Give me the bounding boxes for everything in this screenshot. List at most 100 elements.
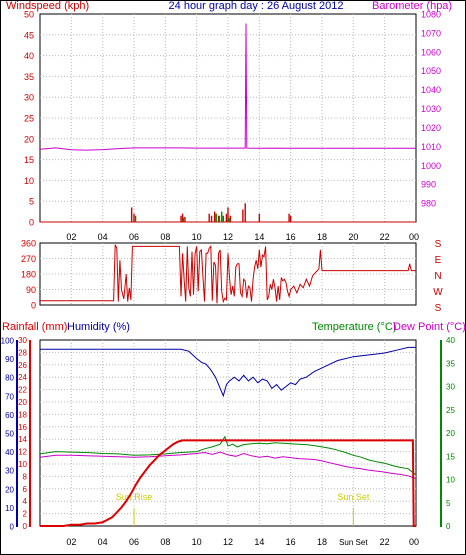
- direction-grid: [40, 243, 416, 305]
- dewpoint-line: [39, 451, 417, 480]
- temperature-line: [39, 435, 417, 476]
- windspeed-axis-label: Windspeed (kph): [6, 0, 89, 12]
- humidity-tick-label: 10: [5, 504, 14, 513]
- rainfall-tick-label: 0: [23, 522, 28, 531]
- rainfall-tick-label: 18: [18, 410, 27, 419]
- x-tick-label: Sun Set: [339, 538, 368, 547]
- y-tick-label: 40: [24, 51, 34, 61]
- rainfall-tick-label: 4: [23, 497, 28, 506]
- direction-degree-tick-labels: 0 90 180 270 360: [21, 239, 36, 311]
- rainfall-tick-label: 14: [18, 435, 27, 444]
- y-tick-label: 15: [24, 155, 34, 165]
- temperature-tick-label: 0: [446, 522, 451, 531]
- compass-label: N: [434, 271, 441, 282]
- y-tick-label: 270: [21, 254, 36, 264]
- x-tick-label: 06: [129, 232, 139, 242]
- humidity-line: [40, 346, 416, 398]
- humidity-tick-label: 90: [5, 355, 14, 364]
- x-tick-label: 12: [223, 537, 233, 547]
- rainfall-axis-label: Rainfall (mm): [2, 321, 67, 333]
- humidity-tick-label: 60: [5, 411, 14, 420]
- y2-tick-label: 980: [421, 199, 436, 209]
- humidity-tick-labels: 0 10 20 30 40 50 60 70 80 90 100: [1, 337, 15, 532]
- temperature-tick-label: 30: [446, 383, 455, 392]
- humidity-tick-label: 80: [5, 374, 14, 383]
- barometer-axis-label: Barometer (hpa): [372, 0, 452, 12]
- rainfall-line: [40, 439, 416, 527]
- rain-temp-x-tick-labels: 02 04 06 08 10 12 14 16 18 Sun Set 22 00: [66, 537, 419, 547]
- y-tick-label: 50: [24, 10, 34, 20]
- compass-label: S: [435, 239, 442, 250]
- y2-tick-label: 1060: [421, 47, 441, 57]
- y-tick-label: 45: [24, 30, 34, 40]
- sun-marker-label: Sun Rise: [116, 492, 153, 502]
- y-tick-label: 25: [24, 114, 34, 124]
- sun-annotations: Sun Rise Sun Set: [116, 492, 370, 526]
- temperature-tick-label: 25: [446, 406, 455, 415]
- temperature-tick-label: 35: [446, 359, 455, 368]
- rainfall-tick-label: 16: [18, 423, 27, 432]
- wind-baro-plot-area: [39, 13, 417, 223]
- rainfall-tick-label: 20: [18, 398, 27, 407]
- y-tick-label: 35: [24, 72, 34, 82]
- temperature-tick-label: 40: [446, 336, 455, 345]
- temperature-tick-label: 20: [446, 429, 455, 438]
- y2-tick-label: 1040: [421, 85, 441, 95]
- humidity-tick-label: 30: [5, 467, 14, 476]
- x-tick-label: 12: [223, 232, 233, 242]
- rain-temp-grid: [40, 340, 416, 526]
- y-tick-label: 20: [24, 134, 34, 144]
- direction-line: [40, 244, 416, 304]
- rainfall-tick-label: 2: [23, 510, 28, 519]
- x-tick-label: 08: [160, 232, 170, 242]
- y2-tick-label: 1080: [421, 10, 441, 20]
- temperature-tick-label: 15: [446, 452, 455, 461]
- rainfall-tick-label: 26: [18, 361, 27, 370]
- x-tick-label: 02: [66, 232, 76, 242]
- windspeed-tick-labels: 0 5 10 15 20 25 30 35 40 45 50: [24, 10, 34, 228]
- barometer-line: [39, 23, 416, 151]
- compass-label: S: [435, 303, 442, 314]
- rainfall-tick-label: 22: [18, 386, 27, 395]
- x-tick-label: 14: [254, 232, 264, 242]
- y-tick-label: 0: [29, 218, 34, 228]
- humidity-tick-label: 100: [1, 337, 15, 346]
- x-tick-label: 04: [98, 232, 108, 242]
- temperature-tick-labels: 0 5 10 15 20 25 30 35 40: [446, 336, 455, 531]
- y-tick-label: 360: [21, 239, 36, 249]
- rainfall-tick-label: 12: [18, 448, 27, 457]
- x-tick-label: 00: [409, 232, 419, 242]
- compass-label: W: [433, 287, 443, 298]
- y2-tick-label: 1000: [421, 161, 441, 171]
- y-tick-label: 180: [21, 270, 36, 280]
- compass-label: E: [435, 255, 442, 266]
- humidity-tick-label: 20: [5, 485, 14, 494]
- x-tick-label: 16: [286, 537, 296, 547]
- y2-tick-label: 990: [421, 180, 436, 190]
- rain-temp-series: [39, 346, 417, 527]
- x-tick-label: 02: [66, 537, 76, 547]
- barometer-tick-labels: 980 990 1000 1010 1020 1030 1040 1050 1060 1070 10…: [421, 10, 441, 209]
- x-tick-label: 20: [348, 232, 358, 242]
- x-tick-label: 18: [317, 232, 327, 242]
- x-tick-label: 10: [192, 232, 202, 242]
- sun-marker-label: Sun Set: [337, 492, 370, 502]
- rainfall-tick-label: 30: [18, 336, 27, 345]
- y-tick-label: 10: [24, 176, 34, 186]
- rainfall-tick-label: 24: [18, 373, 27, 382]
- humidity-tick-label: 40: [5, 448, 14, 457]
- humidity-tick-label: 0: [10, 523, 15, 532]
- x-tick-label: 10: [192, 537, 202, 547]
- y2-tick-label: 1030: [421, 104, 441, 114]
- y-tick-label: 5: [29, 197, 34, 207]
- temperature-tick-label: 5: [446, 499, 451, 508]
- x-tick-label: 16: [286, 232, 296, 242]
- rainfall-tick-label: 10: [18, 460, 27, 469]
- rainfall-tick-label: 6: [23, 485, 28, 494]
